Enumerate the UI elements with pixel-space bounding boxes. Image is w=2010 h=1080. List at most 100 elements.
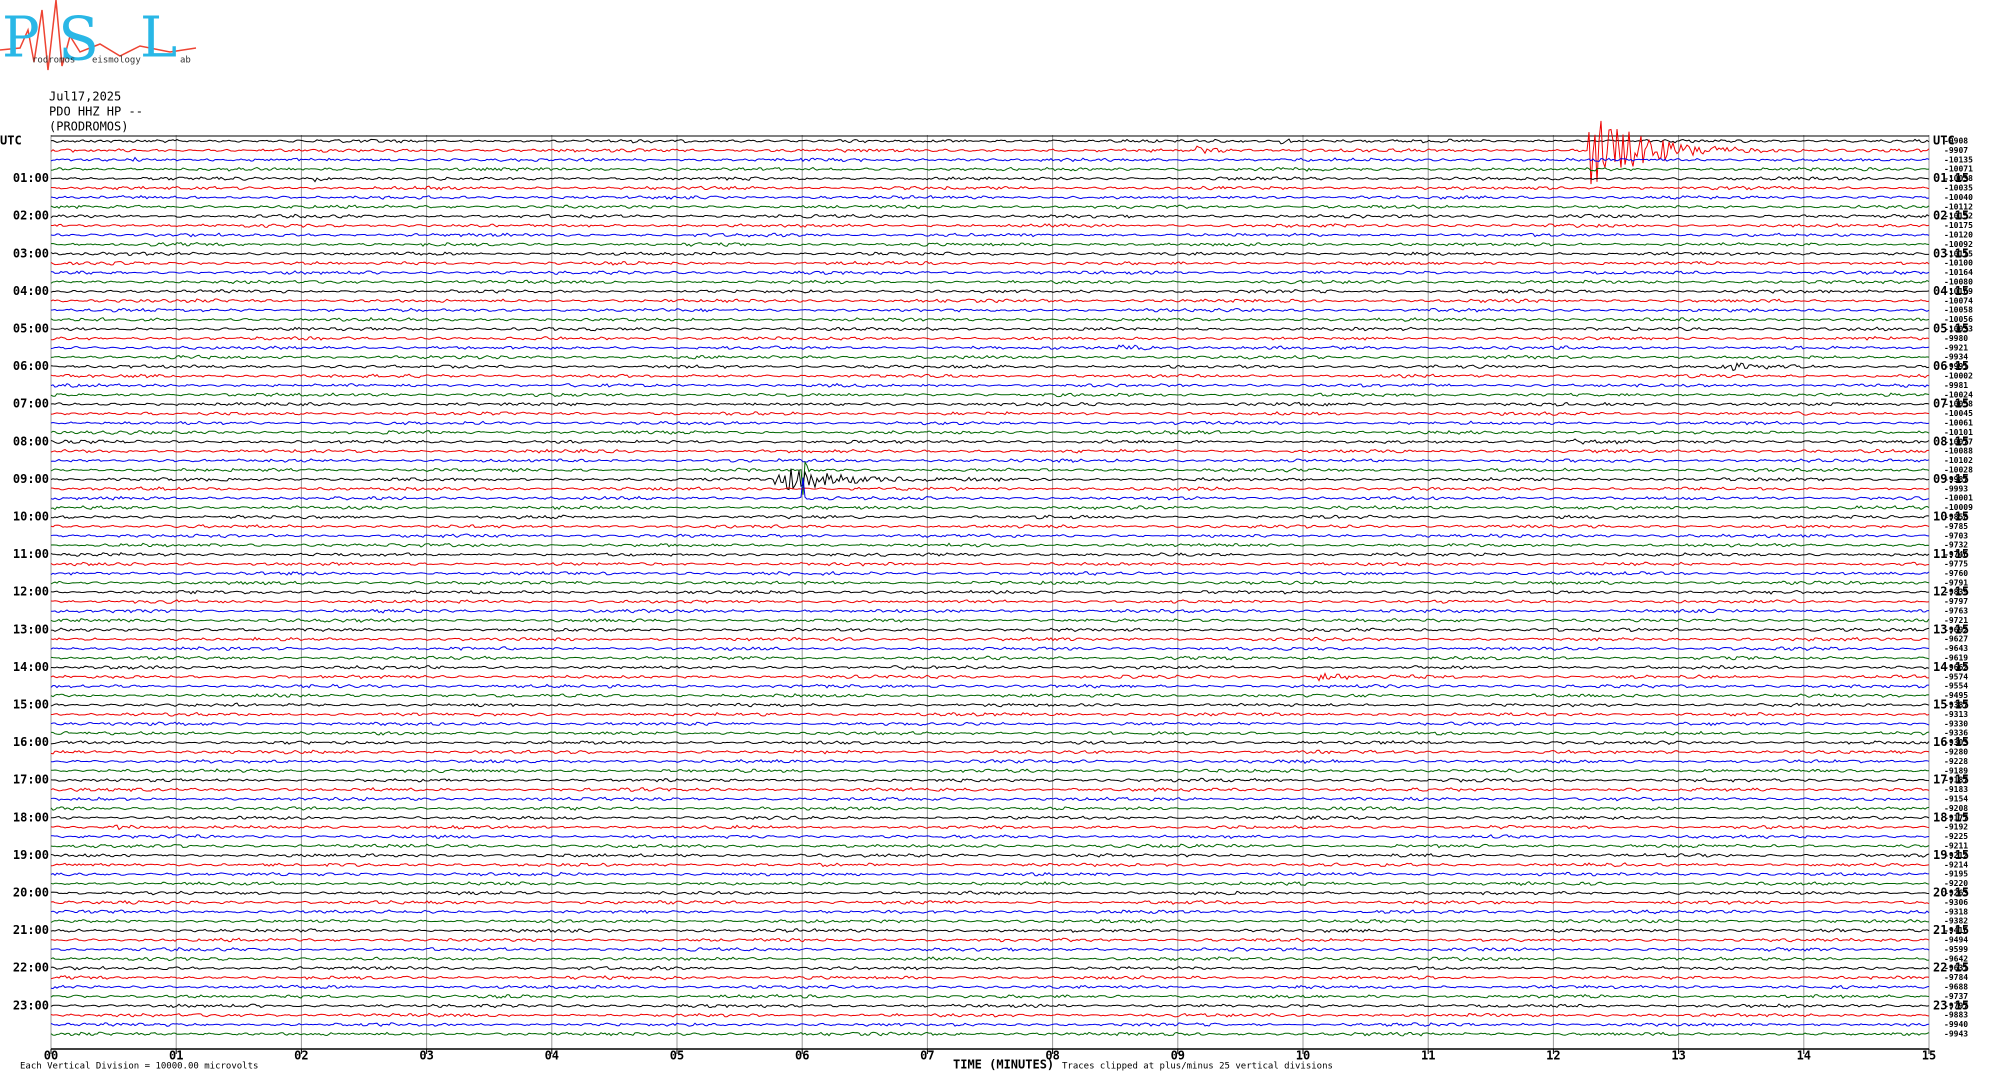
x-tick-label: 15 (1922, 1049, 1936, 1063)
trace (50, 392, 1930, 398)
trace (50, 194, 1930, 200)
trace (50, 617, 1930, 623)
x-tick-label: 03 (419, 1049, 433, 1063)
trace-offset: -9330 (1944, 719, 1968, 728)
trace (50, 241, 1930, 247)
trace-offset: -10164 (1944, 268, 1973, 277)
trace (50, 672, 1929, 682)
trace-offset: -9177 (1944, 813, 1968, 822)
trace-offset: -10001 (1944, 494, 1973, 503)
x-tick-label: 12 (1546, 1049, 1560, 1063)
trace (50, 768, 1930, 774)
trace (50, 533, 1930, 539)
trace-offset: -10115 (1944, 249, 1973, 258)
hour-label-left: 07:00 (13, 397, 49, 411)
trace (50, 777, 1930, 783)
trace (50, 524, 1930, 529)
trace (50, 486, 1930, 492)
logo-letter: L (140, 6, 177, 71)
trace-offset: -9763 (1944, 607, 1968, 616)
trace (50, 120, 1930, 185)
trace (50, 702, 1930, 708)
date: Jul17,2025 (49, 90, 121, 104)
trace (50, 740, 1930, 745)
trace-offset: -10080 (1944, 278, 1973, 287)
trace-offset: -9631 (1944, 964, 1968, 973)
trace-offset: -9574 (1944, 672, 1968, 681)
trace-offset: -10028 (1944, 466, 1973, 475)
hour-label-left: 10:00 (13, 510, 49, 524)
hour-label-left: 04:00 (13, 284, 49, 298)
trace-offset: -10061 (1944, 419, 1973, 428)
trace (50, 947, 1930, 952)
hour-label-left: 01:00 (13, 171, 49, 185)
x-tick-label: 09 (1171, 1049, 1185, 1063)
trace (50, 448, 1930, 454)
hour-label-right: 13:15 (1933, 622, 1969, 636)
trace (50, 693, 1930, 699)
trace (50, 561, 1930, 567)
trace-offset: -9627 (1944, 635, 1968, 644)
hour-label-right: 02:15 (1933, 209, 1969, 223)
trace-offset: -9797 (1944, 597, 1968, 606)
trace (50, 730, 1930, 736)
trace-offset: -9907 (1944, 146, 1968, 155)
hour-label-left: 18:00 (13, 810, 49, 824)
trace (50, 852, 1930, 858)
trace-offset: -9187 (1944, 776, 1968, 785)
trace-offset: -9797 (1944, 1001, 1968, 1010)
logo-word: ab (180, 56, 191, 66)
hour-label-left: 14:00 (13, 660, 49, 674)
trace (50, 570, 1930, 576)
trace (50, 270, 1930, 276)
trace-offset: -10135 (1944, 155, 1973, 164)
trace-offset: -9336 (1944, 729, 1968, 738)
trace (50, 909, 1930, 915)
hour-label-right: 14:15 (1933, 660, 1969, 674)
trace (51, 223, 1930, 229)
trace-offset: -10169 (1944, 287, 1973, 296)
trace-offset: -9211 (1944, 842, 1968, 851)
hour-label-right: 03:15 (1933, 246, 1969, 260)
x-tick-label: 00 (44, 1049, 58, 1063)
trace (50, 665, 1930, 670)
trace-offset: -10058 (1944, 400, 1973, 409)
trace (50, 956, 1930, 962)
trace-offset: -9387 (1944, 701, 1968, 710)
site: (PRODROMOS) (49, 120, 128, 134)
trace-offset: -9784 (1944, 973, 1968, 982)
trace (50, 213, 1930, 219)
clip-note: Traces clipped at plus/minus 25 vertical… (1062, 1062, 1333, 1072)
trace (50, 1012, 1930, 1018)
trace-offset: -10112 (1944, 202, 1973, 211)
trace (50, 683, 1929, 689)
hour-label-right: 19:15 (1933, 848, 1969, 862)
x-tick-label: 06 (795, 1049, 809, 1063)
trace (50, 599, 1930, 604)
trace (50, 580, 1930, 586)
trace-offset: -9494 (1944, 936, 1968, 945)
trace-offset: -9318 (1944, 907, 1968, 916)
trace (50, 362, 1930, 372)
trace-offset: -9737 (1944, 992, 1968, 1001)
station: PDO HHZ HP -- (49, 105, 143, 119)
trace (50, 824, 1930, 831)
trace-offset: -10175 (1944, 221, 1973, 230)
trace-offset: -9993 (1944, 484, 1968, 493)
hour-label-left: 19:00 (13, 848, 49, 862)
hour-label-left: 17:00 (13, 773, 49, 787)
trace (50, 712, 1930, 717)
trace-offset: -9303 (1944, 738, 1968, 747)
trace (50, 843, 1930, 849)
x-tick-label: 01 (169, 1049, 183, 1063)
logo-word: rodromos (32, 56, 75, 66)
trace (50, 552, 1930, 557)
hour-label-left: 02:00 (13, 209, 49, 223)
trace-offset: -10058 (1944, 306, 1973, 315)
trace (50, 589, 1930, 595)
trace (50, 984, 1930, 990)
trace-offset: -9883 (1944, 1011, 1968, 1020)
hour-label-right: 04:15 (1933, 284, 1969, 298)
trace-offset: -9987 (1944, 475, 1968, 484)
